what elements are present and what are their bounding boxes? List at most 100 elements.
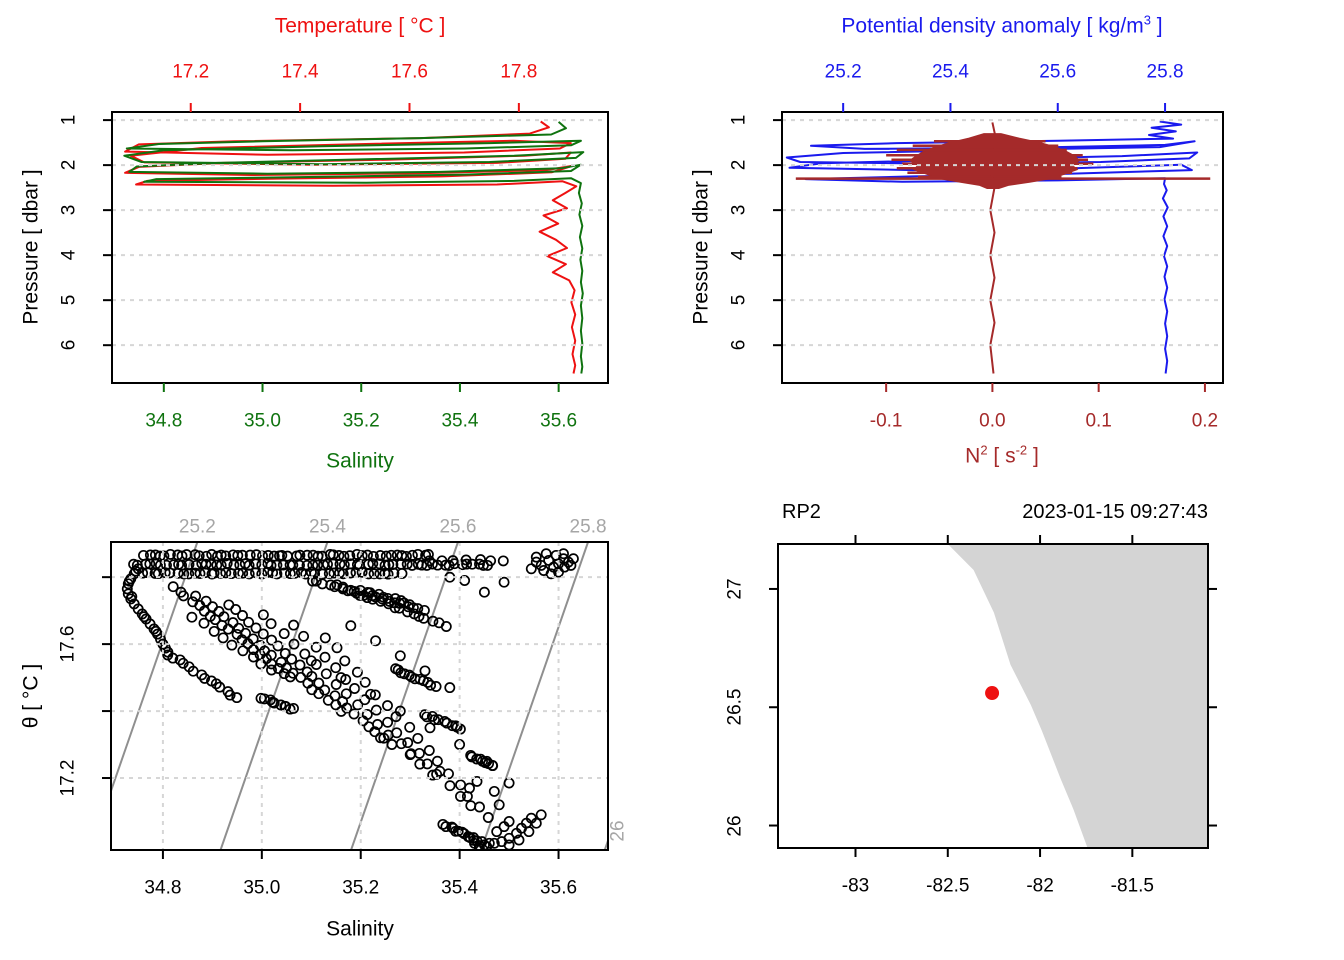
ts-point (367, 558, 379, 570)
ts-point (305, 655, 317, 667)
ts-point (395, 738, 407, 750)
ts-point (444, 682, 456, 694)
ts-point (538, 565, 550, 576)
ts-point (398, 597, 410, 609)
pressure-right-tick-label: 6 (728, 339, 750, 351)
temperature-tick-label: 17.4 (281, 61, 319, 83)
ts-point (286, 653, 298, 665)
ts-point (434, 765, 446, 777)
ts-point (121, 583, 133, 595)
ts-point (465, 800, 477, 812)
isopycnal-label: 25.2 (178, 516, 216, 538)
ts-point (339, 655, 351, 667)
ts-point (352, 699, 364, 711)
pressure-right-tick-label: 4 (728, 249, 750, 261)
plot-box (777, 543, 1209, 849)
ts-point (374, 568, 386, 580)
salinity-axis-title-ts: Salinity (326, 917, 394, 941)
ts-point (206, 549, 218, 560)
ts-point (272, 640, 284, 652)
ts-point (344, 550, 356, 562)
ts-point (278, 628, 290, 640)
ts-point (424, 722, 436, 734)
ts-point (363, 721, 375, 733)
ts-point (323, 568, 335, 580)
ts-point (429, 714, 440, 726)
plot-box (111, 111, 609, 384)
ts-point (130, 565, 142, 577)
ts-point (288, 702, 299, 714)
theta-axis-title: θ [ °C ] (19, 663, 43, 729)
ts-point (329, 690, 341, 702)
ts-point (345, 620, 357, 632)
density-tick-label: 25.4 (931, 61, 969, 83)
ts-point (482, 812, 494, 823)
ts-point (320, 668, 332, 680)
ts-point (404, 721, 416, 733)
ts-point (208, 567, 220, 579)
ts-point (294, 549, 306, 561)
ts-point (247, 633, 259, 645)
pressure-left-tick-label: 2 (58, 159, 80, 171)
ts-point (301, 549, 313, 561)
ts-point (418, 604, 430, 616)
pressure-left-tick-label: 5 (58, 294, 80, 306)
ts-point (402, 606, 413, 618)
ts-point (540, 548, 552, 560)
ts-point (461, 558, 473, 570)
n2-tick-label: 0.1 (1085, 410, 1112, 432)
ts-plot-area (111, 542, 608, 850)
isopycnal-label: 25.4 (308, 516, 346, 538)
ts-point (354, 584, 366, 596)
ts-point (306, 670, 318, 682)
ts-point (423, 555, 435, 567)
ts-point (530, 551, 542, 563)
ts-point (218, 611, 230, 623)
ts-point (382, 592, 394, 604)
n2-profile-line (988, 122, 998, 374)
ts-point (183, 568, 195, 580)
isopycnal-line (350, 542, 459, 850)
ts-point (348, 708, 360, 720)
ts-point (337, 568, 349, 580)
ts-point (294, 659, 306, 671)
ts-point (475, 554, 486, 566)
ts-point (414, 758, 426, 770)
ts-point (382, 568, 394, 580)
ts-salinity-tick-label: 35.4 (441, 877, 479, 899)
ts-point (220, 550, 232, 562)
ts-point (421, 758, 433, 770)
pressure-right-tick-label: 5 (728, 294, 750, 306)
ts-point (503, 832, 515, 844)
ts-point (295, 671, 307, 683)
ts-point (243, 568, 255, 580)
ts-point (240, 627, 251, 639)
ts-point (497, 555, 509, 567)
ts-point (237, 610, 248, 621)
theta-tick-label: 17.2 (57, 759, 79, 797)
ts-point (126, 591, 138, 603)
longitude-tick-label: -82 (1026, 875, 1054, 897)
ts-point (233, 622, 245, 634)
ts-point (422, 676, 434, 688)
ts-point (250, 567, 261, 579)
ts-point (200, 595, 212, 607)
ts-point (422, 549, 434, 560)
n2-tick-label: 0.0 (979, 410, 1006, 432)
ts-point (444, 780, 456, 792)
n2-tick-label: -0.1 (869, 410, 903, 432)
ts-point (503, 777, 515, 789)
theta-tick-label: 17.6 (57, 625, 79, 663)
ts-point (257, 609, 269, 621)
ts-point (257, 628, 269, 640)
ts-point (198, 617, 210, 629)
ts-point (419, 665, 431, 677)
ts-point (215, 559, 227, 571)
ts-point (356, 550, 368, 562)
plot-box (781, 111, 1224, 384)
ts-point (237, 645, 249, 657)
salinity-profile-line (123, 121, 585, 374)
ts-salinity-tick-label: 34.8 (144, 877, 182, 899)
ts-point (382, 700, 393, 712)
ts-point (231, 692, 243, 704)
